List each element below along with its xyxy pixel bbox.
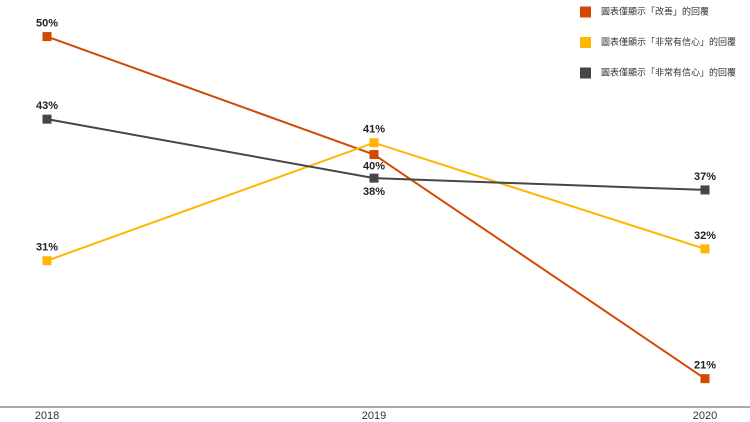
value-label: 21% bbox=[694, 360, 716, 372]
value-label: 37% bbox=[694, 171, 716, 183]
x-tick-label: 2019 bbox=[362, 410, 386, 422]
point-marker bbox=[700, 185, 710, 195]
legend-swatch bbox=[580, 37, 591, 48]
series-line bbox=[46, 35, 706, 380]
value-label: 50% bbox=[36, 17, 58, 29]
point-marker bbox=[42, 32, 52, 42]
value-label: 40% bbox=[363, 160, 385, 172]
point-marker bbox=[369, 173, 379, 183]
legend-label: 圖表僅顯示「非常有信心」的回覆 bbox=[601, 66, 736, 77]
point-marker bbox=[42, 256, 52, 266]
value-label: 31% bbox=[36, 242, 58, 254]
value-label: 38% bbox=[363, 186, 385, 198]
point-marker bbox=[42, 114, 52, 124]
legend-swatch bbox=[580, 67, 591, 79]
legend-swatch bbox=[580, 6, 591, 18]
legend-label: 圖表僅顯示「非常有信心」的回覆 bbox=[601, 36, 736, 47]
point-marker bbox=[700, 374, 710, 384]
value-label: 41% bbox=[363, 124, 385, 136]
value-label: 43% bbox=[36, 100, 58, 112]
x-tick-label: 2020 bbox=[693, 410, 717, 422]
point-marker bbox=[369, 150, 379, 160]
legend-label: 圖表僅顯示「改善」的回覆 bbox=[601, 5, 709, 16]
point-marker bbox=[369, 138, 379, 148]
point-marker bbox=[700, 244, 710, 254]
x-tick-label: 2018 bbox=[35, 410, 59, 422]
value-label: 32% bbox=[694, 230, 716, 242]
